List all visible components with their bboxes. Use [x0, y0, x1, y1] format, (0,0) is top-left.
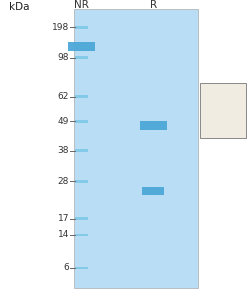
- Bar: [75, 218, 88, 220]
- FancyBboxPatch shape: [200, 82, 246, 138]
- Bar: [75, 120, 88, 123]
- Bar: [68, 42, 95, 51]
- Bar: [140, 121, 167, 130]
- Text: 62: 62: [58, 92, 69, 101]
- Text: 98: 98: [58, 53, 69, 62]
- Text: 2.5 μg loading
NR = Non-reduced
R = Reduced: 2.5 μg loading NR = Non-reduced R = Redu…: [204, 88, 247, 123]
- Text: 49: 49: [58, 117, 69, 126]
- Text: 14: 14: [58, 230, 69, 239]
- Bar: [75, 234, 88, 236]
- Text: 198: 198: [52, 22, 69, 32]
- Bar: [75, 56, 88, 59]
- Text: NR: NR: [74, 0, 89, 10]
- Text: R: R: [150, 0, 157, 10]
- Bar: [75, 26, 88, 28]
- Text: 6: 6: [63, 263, 69, 272]
- Bar: [75, 149, 88, 152]
- Bar: [75, 266, 88, 269]
- Text: kDa: kDa: [9, 2, 29, 13]
- Bar: [75, 95, 88, 98]
- Bar: [75, 180, 88, 183]
- Text: 17: 17: [58, 214, 69, 223]
- Bar: [74, 9, 198, 288]
- Text: 28: 28: [58, 177, 69, 186]
- Bar: [142, 187, 164, 194]
- Text: 38: 38: [58, 146, 69, 155]
